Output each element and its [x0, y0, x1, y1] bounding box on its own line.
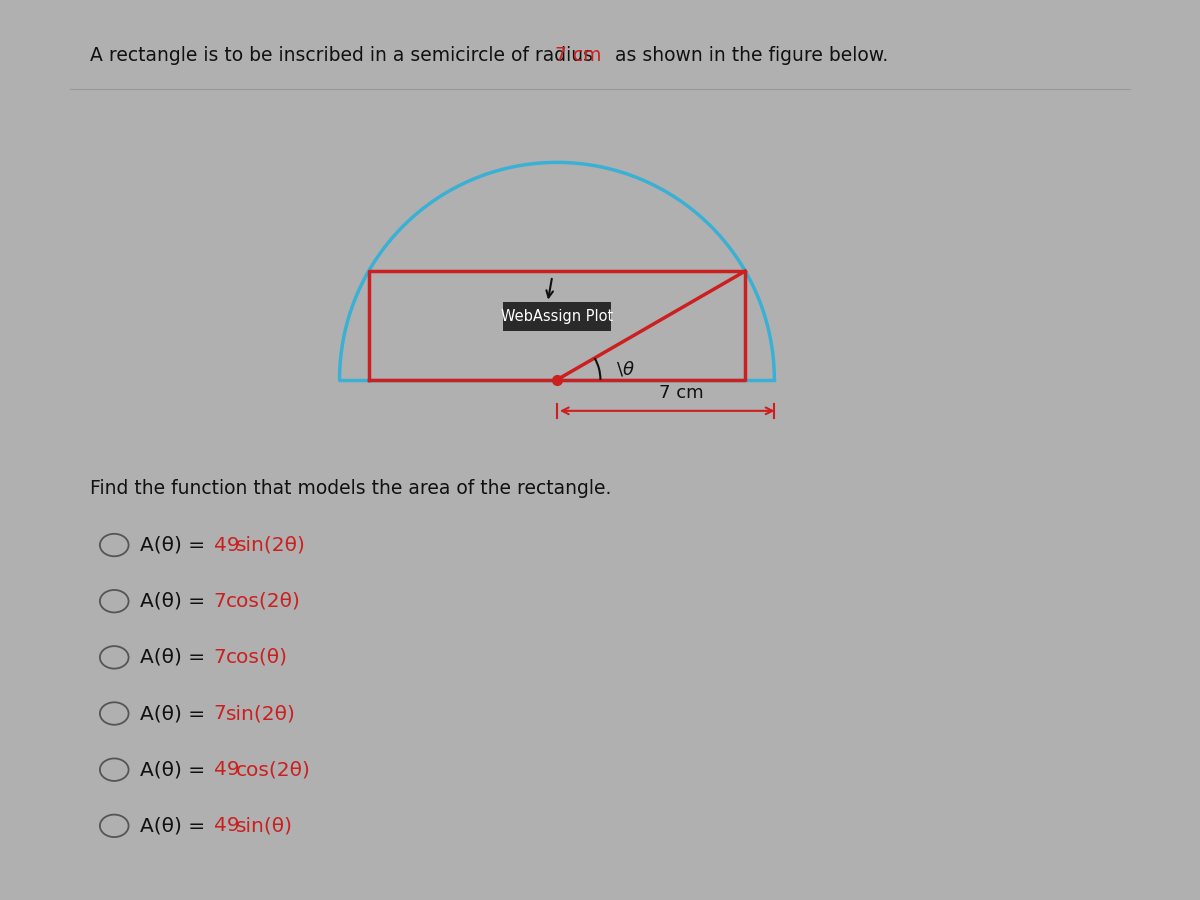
Text: 7 cm: 7 cm — [556, 46, 601, 65]
Text: 7: 7 — [214, 648, 227, 667]
Text: $\backslash\theta$: $\backslash\theta$ — [616, 359, 635, 378]
Text: sin(2θ): sin(2θ) — [235, 536, 306, 554]
Text: as shown in the figure below.: as shown in the figure below. — [608, 46, 888, 65]
Text: WebAssign Plot: WebAssign Plot — [500, 310, 613, 324]
Text: 7 cm: 7 cm — [659, 384, 703, 402]
Text: 49: 49 — [214, 760, 239, 779]
Text: Find the function that models the area of the rectangle.: Find the function that models the area o… — [90, 480, 611, 499]
Text: sin(θ): sin(θ) — [235, 816, 293, 835]
Text: cos(2θ): cos(2θ) — [235, 760, 311, 779]
Text: A(θ) =: A(θ) = — [139, 816, 211, 835]
Text: A rectangle is to be inscribed in a semicircle of radius: A rectangle is to be inscribed in a semi… — [90, 46, 599, 65]
Text: 49: 49 — [214, 536, 239, 554]
Text: A(θ) =: A(θ) = — [139, 704, 211, 723]
Text: sin(2θ): sin(2θ) — [226, 704, 295, 723]
Text: 49: 49 — [214, 816, 239, 835]
Text: 7: 7 — [214, 591, 227, 611]
FancyBboxPatch shape — [503, 302, 611, 331]
Text: A(θ) =: A(θ) = — [139, 648, 211, 667]
Text: cos(2θ): cos(2θ) — [226, 591, 301, 611]
Text: 7: 7 — [214, 704, 227, 723]
Text: cos(θ): cos(θ) — [226, 648, 288, 667]
Text: A(θ) =: A(θ) = — [139, 536, 211, 554]
Text: A(θ) =: A(θ) = — [139, 591, 211, 611]
Text: A(θ) =: A(θ) = — [139, 760, 211, 779]
